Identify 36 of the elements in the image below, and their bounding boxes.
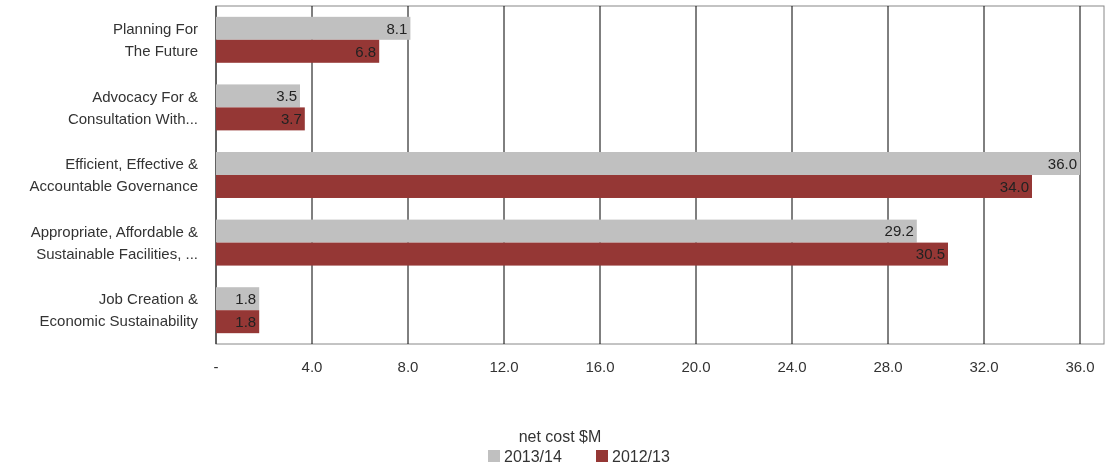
data-label: 36.0 [1047,154,1077,172]
bar [216,242,948,266]
data-label: 8.1 [386,19,408,37]
data-label: 3.5 [276,87,297,105]
bar [216,152,1080,175]
x-tick-label: 16.0 [585,358,615,375]
legend-label: 2013/14 [504,448,562,465]
x-tick-label: 32.0 [969,358,999,375]
x-tick-label: 4.0 [301,358,323,375]
x-tick-label: 28.0 [873,358,903,375]
bar [216,175,1032,198]
x-tick-label: 8.0 [397,358,419,375]
data-label: 1.8 [235,312,257,330]
x-tick-label: 20.0 [681,358,711,375]
x-tick-label: 36.0 [1065,358,1095,375]
bar [216,84,300,108]
x-tick-label: - [213,358,219,375]
data-label: 3.7 [280,110,302,128]
data-label: 34.0 [999,177,1029,195]
y-tick-label: Job Creation & Economic Sustainability [39,290,199,330]
data-label: 29.2 [884,222,914,240]
bar [216,107,305,131]
y-tick-label: Efficient, Effective & Accountable Governance [29,155,198,195]
x-axis-title: net cost $M [518,428,602,445]
bar [216,39,380,63]
data-label: 1.8 [235,289,257,307]
data-label: 6.8 [355,42,377,60]
x-tick-label: 24.0 [777,358,807,375]
y-tick-label: Appropriate, Affordable & Sustainable Facilities, ... [30,222,198,262]
data-label: 30.5 [915,245,945,263]
legend-label: 2012/13 [612,448,670,465]
x-tick-label: 12.0 [489,358,519,375]
y-tick-label: Advocacy For & Consultation With... [67,87,198,127]
y-tick-label: Planning For The Future [112,20,198,60]
bar [216,219,917,243]
bar [216,16,411,40]
